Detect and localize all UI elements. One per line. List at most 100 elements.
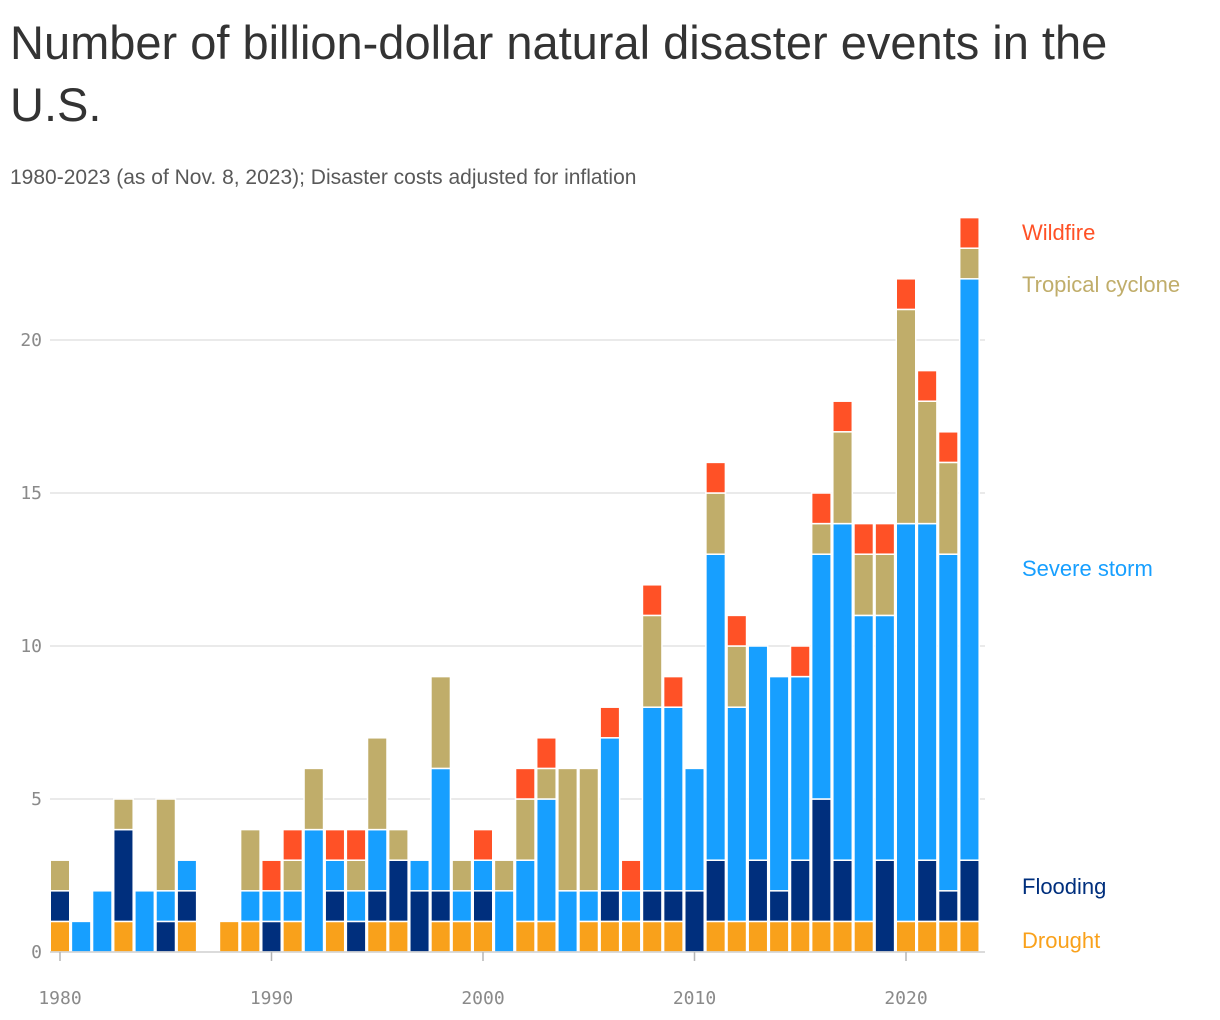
- bar-segment-drought-2002: [514, 920, 536, 953]
- bar-segment-wildfire-2015: [789, 645, 811, 678]
- y-tick-label: 5: [31, 789, 42, 810]
- bar-segment-flooding-2009: [662, 890, 684, 923]
- bar-segment-flooding-2015: [789, 859, 811, 923]
- bar-segment-flooding-1990: [261, 920, 282, 953]
- bar-segment-severe-storm-2000: [472, 859, 494, 892]
- bar-segment-tropical-cyclone-2016: [810, 522, 832, 555]
- bar-segment-tropical-cyclone-2022: [937, 461, 959, 555]
- bar-segment-flooding-2021: [916, 859, 938, 923]
- bar-segment-severe-storm-1997: [409, 859, 431, 892]
- bar-segment-wildfire-2023: [958, 216, 980, 249]
- bar-segment-tropical-cyclone-2019: [874, 553, 896, 617]
- bar-segment-flooding-2022: [937, 890, 959, 923]
- bar-segment-severe-storm-2017: [832, 522, 854, 861]
- bar-segment-tropical-cyclone-1994: [345, 859, 367, 892]
- bar-segment-flooding-2023: [958, 859, 980, 923]
- bar-segment-tropical-cyclone-2023: [958, 247, 980, 280]
- bar-segment-severe-storm-2013: [747, 645, 769, 861]
- bars: [49, 216, 980, 953]
- bar-segment-drought-1999: [451, 920, 473, 953]
- bar-segment-wildfire-2021: [916, 369, 938, 402]
- bar-segment-severe-storm-2004: [557, 890, 579, 953]
- bar-segment-severe-storm-2001: [493, 890, 515, 953]
- bar-segment-tropical-cyclone-2004: [557, 767, 579, 892]
- bar-segment-severe-storm-2006: [599, 737, 621, 892]
- bar-segment-drought-2008: [641, 920, 663, 953]
- bar-segment-severe-storm-2016: [810, 553, 832, 800]
- bar-segment-flooding-2014: [768, 890, 790, 923]
- bar-segment-wildfire-2012: [726, 614, 748, 647]
- bar-segment-drought-2018: [853, 920, 875, 953]
- axes: 0 5 10 15 20 1980 1990 2000 2010 2020: [20, 330, 985, 1009]
- y-tick-label: 15: [20, 483, 42, 504]
- bar-segment-drought-2012: [726, 920, 748, 953]
- legend-label-drought: Drought: [1022, 928, 1100, 953]
- bar-segment-tropical-cyclone-1989: [239, 828, 261, 892]
- bar-segment-tropical-cyclone-2020: [895, 308, 917, 525]
- bar-segment-wildfire-2017: [832, 400, 854, 433]
- bar-segment-tropical-cyclone-2003: [535, 767, 557, 800]
- bar-segment-severe-storm-2014: [768, 675, 790, 892]
- bar-segment-tropical-cyclone-2002: [514, 798, 536, 861]
- bar-segment-severe-storm-2008: [641, 706, 663, 892]
- legend-label-severe-storm: Severe storm: [1022, 556, 1153, 581]
- chart-subtitle: 1980-2023 (as of Nov. 8, 2023); Disaster…: [10, 166, 637, 189]
- x-tick-label: 1990: [250, 988, 293, 1009]
- bar-segment-severe-storm-1989: [239, 890, 261, 923]
- bar-segment-tropical-cyclone-1983: [112, 798, 134, 831]
- bar-segment-tropical-cyclone-2018: [853, 553, 875, 617]
- bar-segment-tropical-cyclone-2011: [705, 492, 727, 555]
- bar-segment-drought-2000: [472, 920, 494, 953]
- bar-segment-drought-1993: [324, 920, 346, 953]
- bar-segment-wildfire-2002: [514, 767, 536, 800]
- y-tick-label: 10: [20, 636, 42, 657]
- bar-segment-severe-storm-1995: [366, 828, 388, 892]
- bar-segment-tropical-cyclone-2017: [832, 431, 854, 525]
- bar-segment-severe-storm-2009: [662, 706, 684, 892]
- x-tick-label: 2010: [673, 988, 716, 1009]
- bar-segment-tropical-cyclone-1995: [366, 737, 388, 831]
- bar-segment-severe-storm-1998: [430, 767, 452, 892]
- bar-segment-wildfire-2003: [535, 737, 557, 770]
- bar-segment-wildfire-1993: [324, 828, 346, 861]
- bar-segment-tropical-cyclone-1991: [282, 859, 304, 892]
- bar-segment-flooding-2011: [705, 859, 727, 923]
- bar-segment-drought-1998: [430, 920, 452, 953]
- bar-segment-flooding-1983: [112, 828, 134, 923]
- bar-segment-severe-storm-1981: [70, 920, 92, 953]
- bar-segment-severe-storm-1986: [176, 859, 198, 892]
- bar-segment-tropical-cyclone-1999: [451, 859, 473, 892]
- bar-segment-drought-1986: [176, 920, 198, 953]
- bar-segment-wildfire-2019: [874, 522, 896, 555]
- bar-segment-drought-2014: [768, 920, 790, 953]
- bar-segment-drought-2009: [662, 920, 684, 953]
- bar-segment-severe-storm-2023: [958, 278, 980, 861]
- bar-segment-drought-2020: [895, 920, 917, 953]
- bar-segment-severe-storm-2002: [514, 859, 536, 923]
- x-tick-label: 2000: [461, 988, 504, 1009]
- bar-segment-severe-storm-2015: [789, 675, 811, 861]
- bar-segment-drought-1988: [218, 920, 240, 953]
- bar-segment-flooding-2019: [874, 859, 896, 953]
- bar-segment-tropical-cyclone-1998: [430, 675, 452, 770]
- bar-segment-flooding-1980: [49, 890, 71, 923]
- bar-segment-flooding-2006: [599, 890, 621, 923]
- bar-segment-severe-storm-1982: [91, 890, 113, 953]
- bar-segment-drought-1980: [49, 920, 71, 953]
- bar-segment-drought-2011: [705, 920, 727, 953]
- bar-segment-wildfire-2022: [937, 431, 959, 464]
- bar-segment-severe-storm-2007: [620, 890, 642, 923]
- bar-segment-drought-2015: [789, 920, 811, 953]
- bar-segment-drought-2013: [747, 920, 769, 953]
- bar-segment-flooding-1985: [155, 920, 177, 953]
- bar-segment-drought-2016: [810, 920, 832, 953]
- x-tick-label: 2020: [884, 988, 927, 1009]
- bar-segment-severe-storm-2020: [895, 522, 917, 923]
- bar-segment-flooding-1996: [387, 859, 409, 923]
- bar-segment-severe-storm-2021: [916, 522, 938, 861]
- bar-segment-wildfire-2000: [472, 828, 494, 861]
- bar-segment-flooding-2000: [472, 890, 494, 923]
- bar-segment-wildfire-2020: [895, 278, 917, 311]
- bar-segment-flooding-1993: [324, 890, 346, 923]
